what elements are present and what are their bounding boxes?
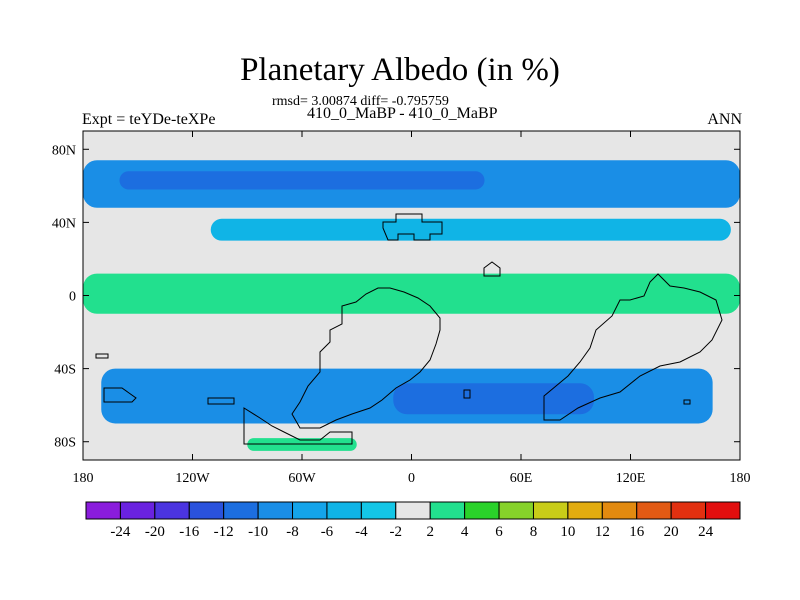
colorbar-label-2: -16 bbox=[179, 524, 199, 540]
x-tick-label-6: 180 bbox=[730, 471, 751, 486]
runs-subtitle: 410_0_MaBP - 410_0_MaBP bbox=[307, 105, 498, 122]
colorbar-swatch-6 bbox=[292, 501, 328, 520]
colorbar-label-14: 12 bbox=[595, 524, 610, 540]
colorbar-swatch-13 bbox=[532, 501, 569, 520]
coastline-far-east-patch bbox=[683, 399, 691, 405]
colorbar-label-11: 6 bbox=[495, 524, 503, 540]
coastline-north-america bbox=[382, 213, 443, 241]
axis-layer: 180 120W 60W 0 60E 120E 180 80N 40N 0 40S 80S bbox=[52, 131, 751, 486]
colorbar-swatch-8 bbox=[360, 501, 397, 520]
coastline-antarctica-piece bbox=[243, 407, 353, 445]
colorbar-swatch-0 bbox=[85, 501, 121, 520]
x-tick-label-0: 180 bbox=[73, 471, 94, 486]
x-tick-label-5: 120E bbox=[616, 471, 646, 486]
y-tick-label-2: 0 bbox=[69, 290, 76, 305]
experiment-label: Expt = teYDe-teXPe bbox=[82, 111, 216, 128]
field-region-2 bbox=[210, 218, 731, 241]
coastline-east-patch bbox=[463, 389, 471, 399]
colorbar-swatch-10 bbox=[429, 501, 466, 520]
coastline-layer bbox=[95, 213, 723, 445]
colorbar-swatch-3 bbox=[188, 501, 225, 520]
y-tick-label-0: 80N bbox=[52, 143, 76, 158]
colorbar-label-1: -20 bbox=[145, 524, 165, 540]
x-tick-label-3: 0 bbox=[408, 471, 415, 486]
colorbar-swatch-1 bbox=[119, 501, 156, 520]
x-tick-label-1: 120W bbox=[175, 471, 210, 486]
colorbar-swatch-16 bbox=[636, 501, 672, 520]
coastline-west-islands bbox=[95, 353, 109, 359]
y-tick-label-1: 40N bbox=[52, 216, 76, 231]
colorbar-swatch-7 bbox=[326, 501, 362, 520]
coastline-southern-patch bbox=[103, 387, 137, 403]
coastline-southern-bar bbox=[207, 397, 235, 405]
coastline-africa-islands bbox=[483, 261, 501, 277]
colorbar-label-8: -2 bbox=[390, 524, 403, 540]
colorbar-label-0: -24 bbox=[110, 524, 130, 540]
colorbar: -24 -20 -16 -12 -10 -8 -6 -4 -2 2 4 6 8 10 12 16 20 24 bbox=[85, 501, 741, 540]
coastline-australia bbox=[543, 273, 723, 421]
colorbar-label-15: 16 bbox=[629, 524, 645, 540]
colorbar-swatch-12 bbox=[498, 501, 534, 520]
season-label: ANN bbox=[707, 111, 742, 128]
x-tick-label-2: 60W bbox=[288, 471, 316, 486]
colorbar-label-5: -8 bbox=[286, 524, 299, 540]
colorbar-label-17: 24 bbox=[698, 524, 714, 540]
colorbar-label-3: -12 bbox=[214, 524, 234, 540]
field-region-3 bbox=[83, 273, 740, 314]
colorbar-swatch-4 bbox=[223, 501, 259, 520]
colorbar-swatch-18 bbox=[705, 501, 741, 520]
colorbar-swatch-15 bbox=[601, 501, 638, 520]
colorbar-label-10: 4 bbox=[461, 524, 469, 540]
colorbar-label-16: 20 bbox=[664, 524, 679, 540]
colorbar-label-9: 2 bbox=[426, 524, 434, 540]
field-region-5 bbox=[393, 383, 594, 415]
field-region-1 bbox=[119, 171, 485, 190]
colorbar-swatch-14 bbox=[567, 501, 603, 520]
x-tick-label-4: 60E bbox=[510, 471, 533, 486]
chart-title: Planetary Albedo (in %) bbox=[240, 52, 560, 88]
colorbar-swatch-11 bbox=[464, 501, 500, 520]
stats-subtitle: rmsd= 3.00874 diff= -0.795759 bbox=[272, 94, 449, 109]
colorbar-swatch-17 bbox=[670, 501, 707, 520]
colorbar-label-7: -4 bbox=[355, 524, 368, 540]
coastline-south-america bbox=[291, 287, 441, 429]
colorbar-swatch-9 bbox=[395, 501, 431, 520]
y-tick-label-4: 80S bbox=[54, 436, 76, 451]
colorbar-swatch-5 bbox=[257, 501, 294, 520]
colorbar-label-4: -10 bbox=[248, 524, 268, 540]
y-tick-label-3: 40S bbox=[54, 363, 76, 378]
colorbar-label-12: 8 bbox=[530, 524, 538, 540]
colorbar-swatch-2 bbox=[154, 501, 190, 520]
colorbar-label-13: 10 bbox=[560, 524, 575, 540]
colorbar-label-6: -6 bbox=[321, 524, 334, 540]
